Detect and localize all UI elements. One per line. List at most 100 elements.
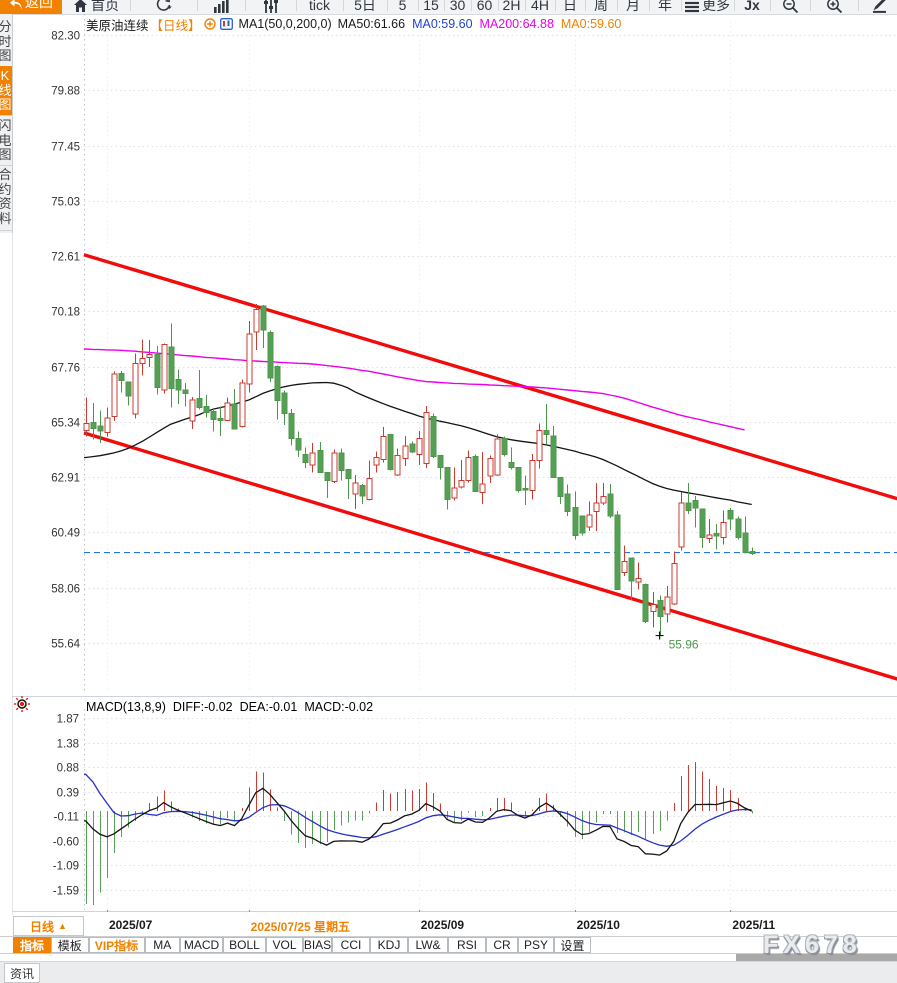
- fx678-watermark: FX678: [763, 931, 862, 959]
- indicator-tab-psy[interactable]: PSY: [518, 937, 554, 953]
- toolbar-item-30m[interactable]: 30: [444, 0, 471, 14]
- period-selector-dropdown[interactable]: 日线 ▲: [13, 916, 84, 936]
- candle-body: [564, 493, 571, 512]
- candle-body: [132, 362, 139, 415]
- candle-body: [345, 468, 352, 479]
- candle-body: [104, 417, 111, 434]
- candle-body: [529, 459, 536, 492]
- ma-value-label: MA50:61.66: [337, 17, 406, 31]
- scrollbar-thumb[interactable]: [736, 954, 897, 961]
- time-axis-label: 2025/09: [420, 918, 465, 932]
- toolbar-item-home[interactable]: 首页: [62, 0, 130, 14]
- toolbar-item-tick[interactable]: tick: [296, 0, 343, 14]
- news-bottom-bar: 资讯: [0, 961, 897, 983]
- indicator-settings-sun-icon[interactable]: [13, 695, 31, 713]
- time-axis-row: 日线 ▲ 2025/07 2025/07/25 星期五 2025/09 2025/10…: [0, 915, 897, 936]
- sidebar-tab-char: K: [0, 68, 10, 83]
- toolbar-divider: [245, 0, 246, 11]
- candle-body: [267, 332, 274, 379]
- candle-body: [479, 483, 486, 493]
- sidebar-tab-flash-chart[interactable]: 闪电图: [0, 116, 12, 166]
- toolbar-item-5d[interactable]: 5日: [343, 0, 387, 14]
- toolbar-item-label: 日: [563, 0, 577, 13]
- candlestick-chart[interactable]: 82.30 79.88 77.45 75.03 72.61 70.18 67.76 65.34…: [0, 14, 897, 696]
- indicator-tab-boll[interactable]: BOLL: [223, 937, 266, 953]
- widget-left-border: [12, 233, 13, 961]
- toolbar-item-draw[interactable]: [858, 0, 897, 14]
- toolbar-item-60m[interactable]: 60: [471, 0, 498, 14]
- indicator-tab-模板[interactable]: 模板: [51, 937, 89, 953]
- toolbar-item-2h[interactable]: 2H: [498, 0, 525, 14]
- toolbar-item-4h[interactable]: 4H: [525, 0, 555, 14]
- toolbar-divider: [555, 0, 556, 11]
- indicator-tab-bias[interactable]: BIAS: [303, 937, 332, 953]
- indicator-tab-vol[interactable]: VOL: [266, 937, 303, 953]
- toolbar-item-month[interactable]: 月: [617, 0, 649, 14]
- toolbar-item-day[interactable]: 日: [555, 0, 585, 14]
- toolbar-item-week[interactable]: 周: [585, 0, 617, 14]
- macd-macd-value: MACD:-0.02: [304, 699, 374, 714]
- toolbar-item-year[interactable]: 年: [649, 0, 681, 14]
- kline-style-icon[interactable]: [219, 18, 233, 30]
- candle-body: [196, 398, 203, 408]
- candle-body: [522, 488, 529, 491]
- candle-body: [402, 445, 409, 460]
- candle-body: [472, 456, 479, 492]
- candle-body: [444, 467, 451, 501]
- indicator-tab-设置[interactable]: 设置: [554, 937, 591, 953]
- toolbar-divider: [681, 0, 682, 11]
- candle-body: [359, 484, 366, 497]
- toolbar-item-chart-stats[interactable]: [197, 0, 245, 14]
- indicator-tab-cci[interactable]: CCI: [332, 937, 370, 953]
- toolbar-item-zoom-in[interactable]: [810, 0, 858, 14]
- news-tab[interactable]: 资讯: [4, 963, 40, 983]
- indicator-tab-cr[interactable]: CR: [486, 937, 518, 953]
- indicator-tab-kdj[interactable]: KDJ: [370, 937, 408, 953]
- chart-header: 美原油连续 【日线】 MA1(50,0,200,0) MA50:61.66 MA0:…: [86, 17, 622, 33]
- ma-settings-label: MA1(50,0,200,0): [238, 17, 332, 31]
- add-indicator-icon[interactable]: [203, 18, 216, 30]
- toolbar-item-zoom-out[interactable]: [770, 0, 810, 14]
- macd-axis-label: -1.59: [53, 886, 79, 898]
- toolbar-item-15m[interactable]: 15: [418, 0, 444, 14]
- toolbar-item-more[interactable]: 更多: [681, 0, 734, 14]
- toolbar-item-adjust[interactable]: [245, 0, 296, 14]
- candle-body: [635, 578, 642, 583]
- back-button-label: 返回: [25, 0, 53, 10]
- toolbar-divider: [585, 0, 586, 11]
- indicator-tab-ma[interactable]: MA: [144, 937, 180, 953]
- ma-value-label: MA0:59.60: [560, 17, 622, 31]
- toolbar-divider: [617, 0, 618, 11]
- toolbar-item-label: Jx: [744, 0, 760, 13]
- back-button[interactable]: 返回: [0, 0, 62, 14]
- macd-histogram: [86, 761, 753, 906]
- indicator-tab-rsi[interactable]: RSI: [448, 937, 486, 953]
- candle-body: [260, 305, 267, 331]
- macd-indicator-chart[interactable]: 1.87 1.38 0.88 0.39 -0.11 -0.60 -1.09 -1.59: [0, 697, 897, 912]
- toolbar-divider: [525, 0, 526, 11]
- toolbar-item-label: 年: [658, 0, 672, 13]
- candle-body: [231, 403, 238, 430]
- indicator-tab-lw&[interactable]: LW&: [408, 937, 448, 953]
- candle-body: [281, 392, 288, 414]
- toolbar-item-fx[interactable]: Jx: [734, 0, 770, 14]
- indicator-tab-指标[interactable]: 指标: [13, 937, 51, 953]
- toolbar-divider: [498, 0, 499, 11]
- candle-body: [671, 563, 678, 605]
- indicator-tab-macd[interactable]: MACD: [180, 937, 223, 953]
- sliders-icon: [263, 0, 279, 13]
- toolbar-item-refresh[interactable]: [130, 0, 197, 14]
- toolbar-divider: [130, 0, 131, 11]
- pen-icon: [870, 0, 886, 13]
- sidebar-tab-kline-chart[interactable]: K线图: [0, 66, 12, 116]
- candle-body: [217, 417, 224, 421]
- toolbar-divider: [418, 0, 419, 11]
- menu-icon: [685, 1, 699, 13]
- indicator-tab-vip指标[interactable]: VIP指标: [88, 937, 145, 953]
- candle-body: [494, 438, 501, 476]
- candle-body: [111, 373, 118, 417]
- period-selector-label: 日线: [30, 919, 55, 934]
- toolbar-item-5m[interactable]: 5: [387, 0, 418, 14]
- sidebar-tab-contract-info[interactable]: 合约资料: [0, 165, 12, 231]
